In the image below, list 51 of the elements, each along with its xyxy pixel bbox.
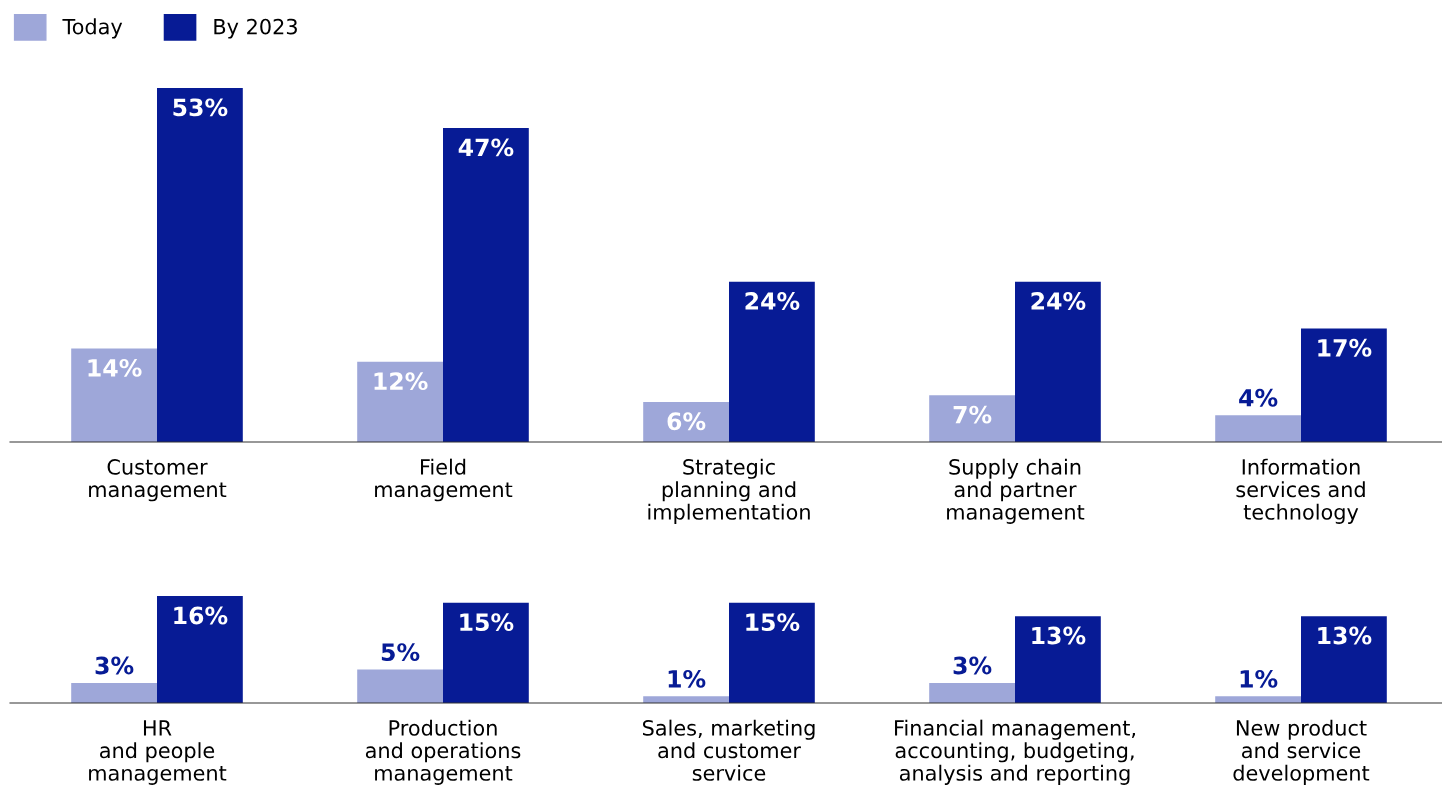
data-label: 53% [173, 98, 228, 117]
x-tick-label: Financial management, accounting, budgeting, analysis and reporting [895, 719, 1135, 785]
x-tick-label: Strategic planning and implementation [648, 458, 810, 524]
bar [357, 361, 443, 442]
x-tick-label: Supply chain and partner management [947, 458, 1085, 524]
data-label: 15% [460, 613, 514, 632]
data-label: 1% [1240, 669, 1278, 688]
bar [71, 348, 157, 442]
data-label: 16% [174, 606, 228, 625]
bar [929, 682, 1015, 703]
data-label: 17% [1318, 338, 1372, 357]
data-label: 1% [668, 669, 706, 688]
data-label: 5% [381, 643, 420, 662]
data-label: 7% [953, 405, 992, 424]
data-label: 4% [1239, 388, 1278, 407]
x-tick-label: HR and people management [89, 720, 227, 785]
bar [929, 395, 1015, 442]
bar [357, 669, 443, 703]
x-tick-label: Information services and technology [1236, 458, 1365, 524]
data-label: 15% [746, 613, 800, 632]
x-tick-label: Production and operations management [365, 719, 521, 785]
legend-label: By 2023 [214, 18, 297, 39]
x-tick-label: Customer management [89, 459, 227, 502]
data-label: 3% [95, 656, 134, 675]
bar [1015, 616, 1101, 703]
bar [1301, 328, 1387, 442]
bar [729, 602, 815, 703]
data-label: 47% [458, 138, 514, 157]
data-label: 24% [745, 292, 800, 310]
bar [1215, 415, 1301, 442]
x-tick-label: Field management [375, 458, 513, 502]
bar [643, 696, 729, 703]
data-label: 13% [1032, 626, 1086, 645]
bar [729, 281, 815, 442]
bar [71, 682, 157, 703]
data-label: 3% [953, 656, 992, 675]
data-label: 24% [1031, 292, 1086, 310]
legend-label: Today [62, 18, 123, 39]
bar [443, 128, 529, 442]
bar [443, 602, 529, 703]
bar [1301, 616, 1387, 703]
bar [157, 87, 243, 442]
data-label: 13% [1318, 626, 1372, 645]
x-tick-label: New product and service development [1233, 719, 1370, 785]
bar [1015, 281, 1101, 442]
bar [157, 596, 243, 703]
data-label: 14% [88, 358, 142, 377]
bar [1215, 696, 1301, 703]
x-tick-label: Sales, marketing and customer service [642, 719, 815, 781]
data-label: 12% [374, 372, 428, 391]
data-label: 6% [667, 412, 706, 431]
